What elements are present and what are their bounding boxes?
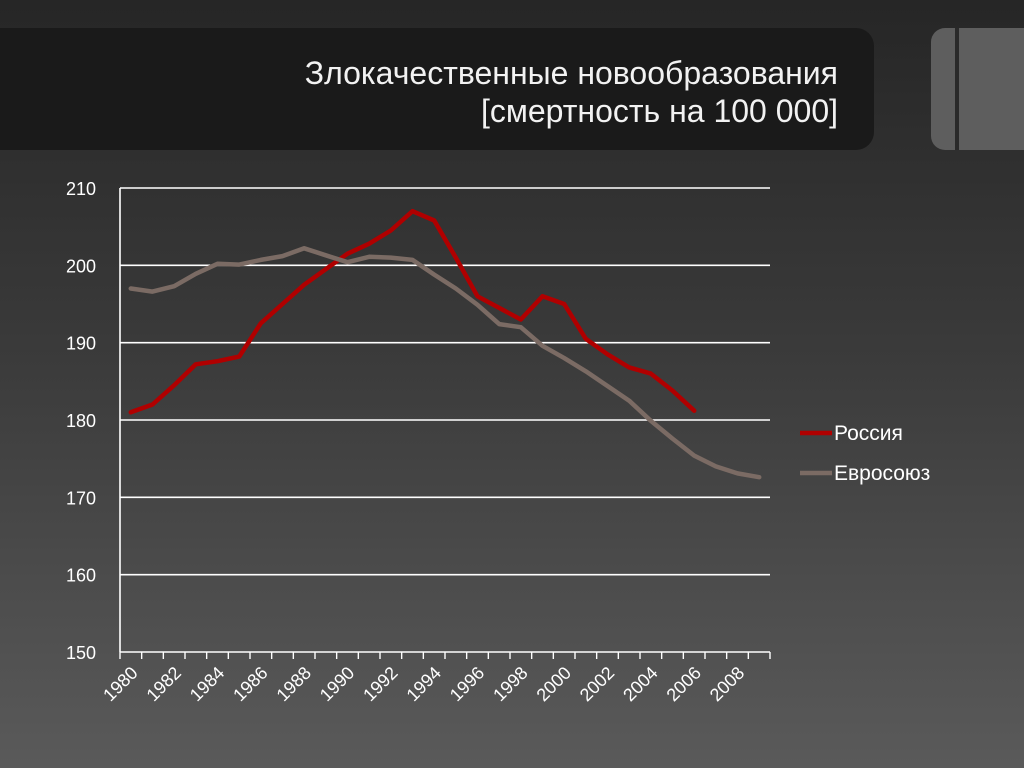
- series-line: [128, 208, 697, 415]
- series-line: [128, 246, 762, 480]
- y-tick-label: 210: [66, 179, 96, 199]
- x-tick-label: 2000: [533, 663, 575, 705]
- legend-label: Россия: [834, 422, 903, 445]
- x-tick-label: 1994: [403, 663, 445, 705]
- y-tick-label: 150: [66, 643, 96, 663]
- slide-title-line1: Злокачественные новообразования: [304, 55, 838, 91]
- x-tick-label: 1996: [446, 663, 488, 705]
- y-tick-label: 190: [66, 334, 96, 354]
- y-tick-label: 170: [66, 488, 96, 508]
- decorative-block: [931, 28, 1024, 150]
- legend: Россия Евросоюз: [800, 422, 930, 485]
- x-tick-label: 1986: [229, 663, 271, 705]
- x-tick-label: 2004: [619, 663, 661, 705]
- slide-title: Злокачественные новообразования [смертно…: [305, 54, 838, 130]
- x-tick-label: 1980: [99, 663, 141, 705]
- title-bar: Злокачественные новообразования [смертно…: [0, 28, 874, 150]
- slide-title-line2: [смертность на 100 000]: [480, 93, 838, 129]
- series-layer: [128, 208, 762, 480]
- x-tick-label: 2008: [706, 663, 748, 705]
- x-tick-label: 2006: [663, 663, 705, 705]
- x-tick-label: 1990: [316, 663, 358, 705]
- y-tick-label: 160: [66, 566, 96, 586]
- x-tick-label: 1992: [359, 663, 401, 705]
- x-tick-label: 1982: [143, 663, 185, 705]
- axis-layer: 150 160 170 180 190 200 210 1980 1982 1984 1986 198…: [66, 179, 771, 705]
- grid-layer: [120, 187, 770, 653]
- x-tick-label: 1998: [489, 663, 531, 705]
- x-tick-label: 1988: [273, 663, 315, 705]
- decorative-stripe: [955, 28, 959, 150]
- y-tick-label: 200: [66, 256, 96, 276]
- x-tick-label: 2002: [576, 663, 618, 705]
- y-tick-label: 180: [66, 411, 96, 431]
- x-tick-label: 1984: [186, 663, 228, 705]
- legend-label: Евросоюз: [834, 462, 930, 485]
